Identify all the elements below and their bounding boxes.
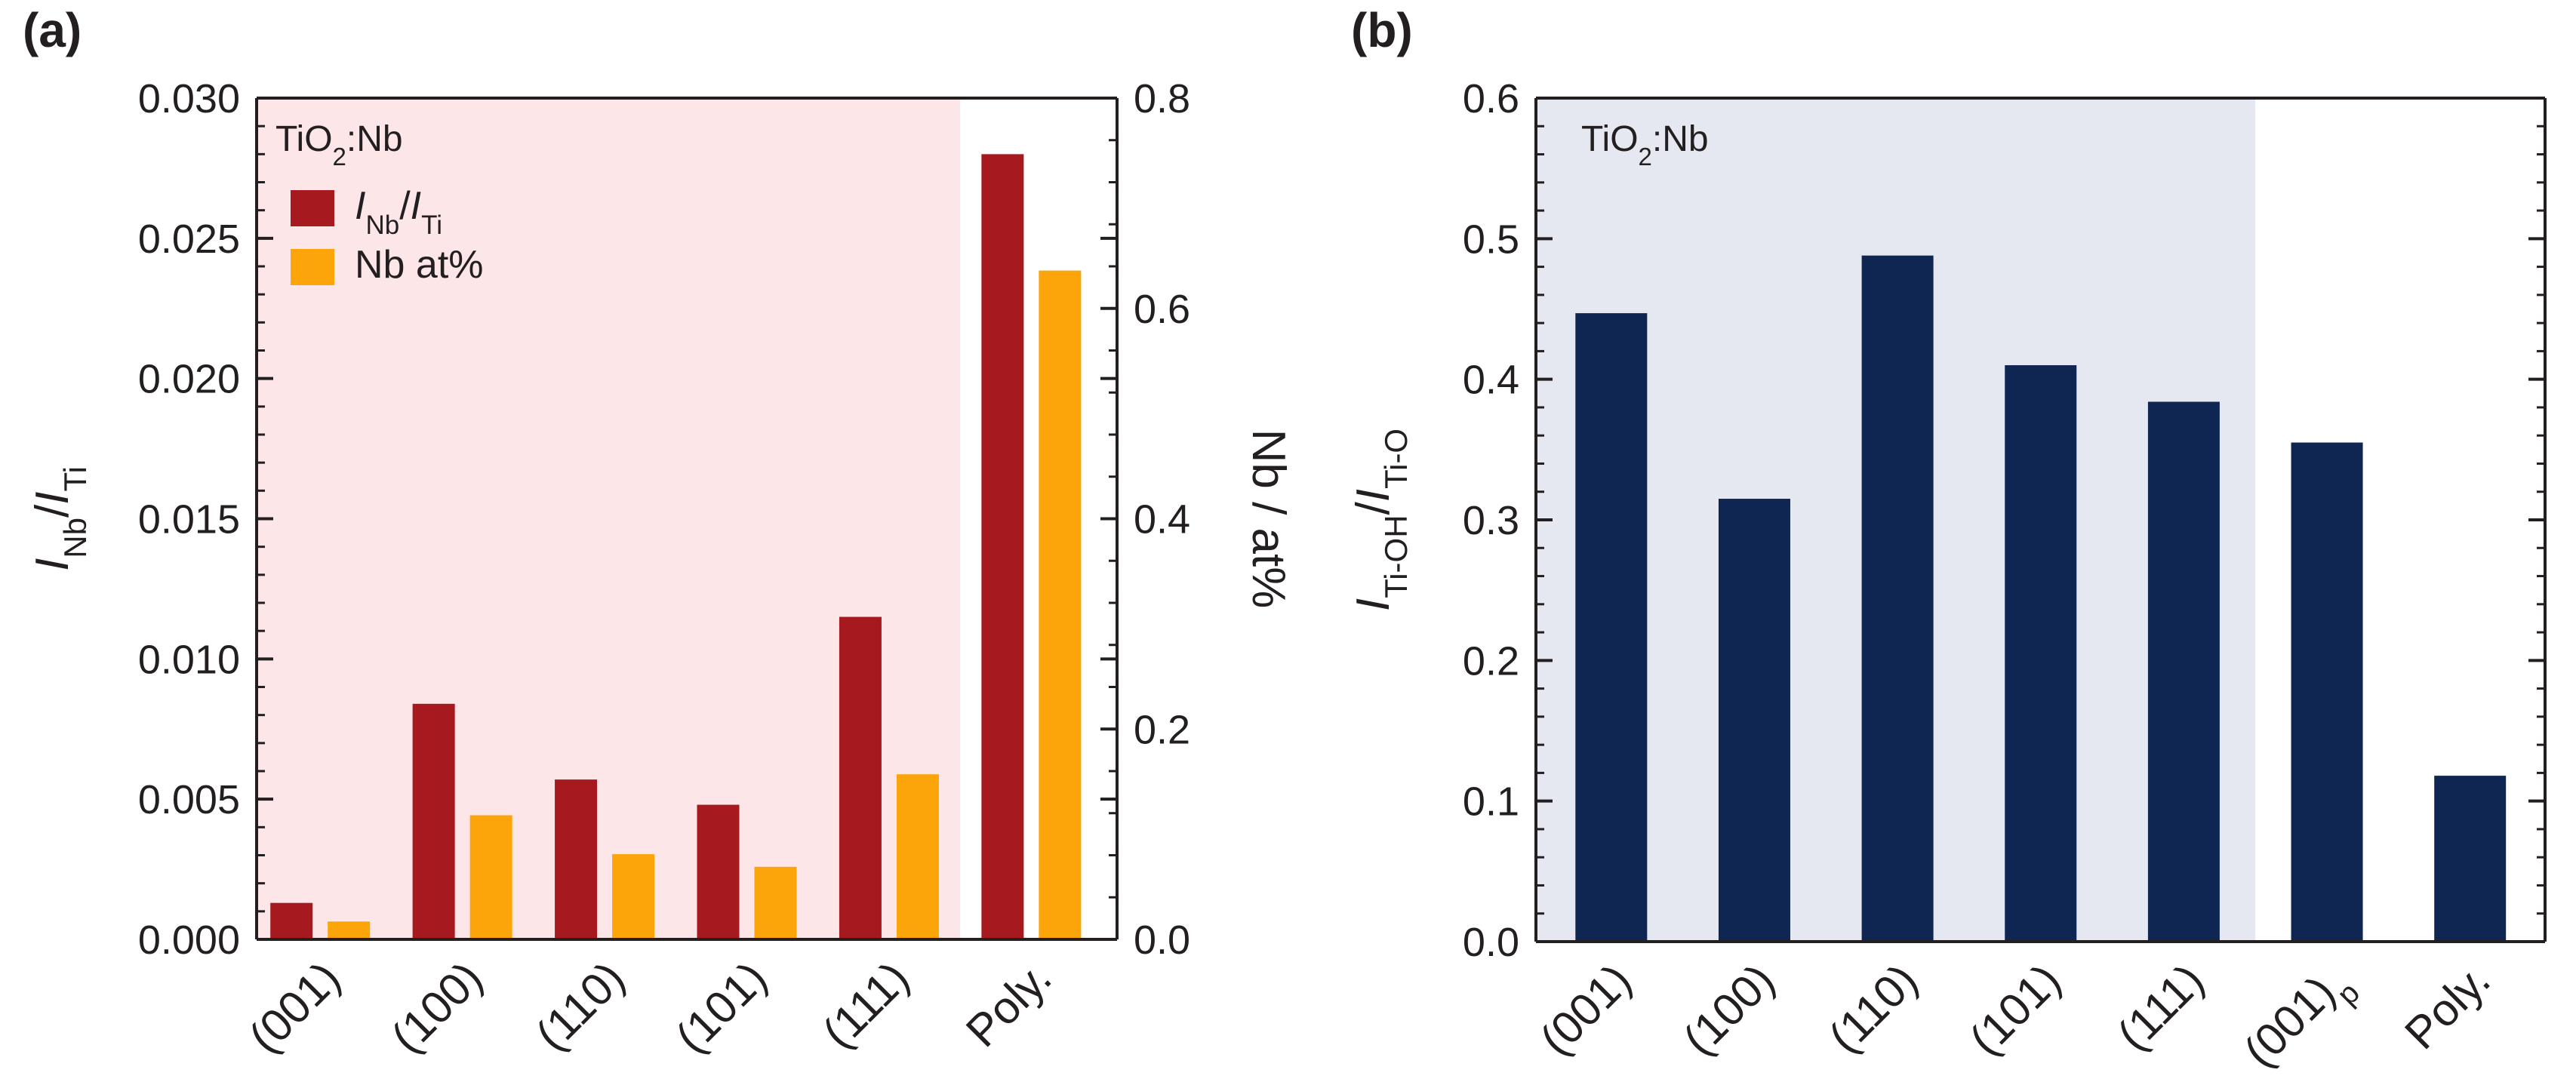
bar-inb-iti: [839, 616, 882, 939]
x-tick-label: (100): [1673, 954, 1784, 1065]
bar: [2291, 442, 2363, 942]
bar-nb-at: [612, 854, 655, 939]
y-axis-title: ITi-OH/ITi-O: [1347, 429, 1414, 611]
x-tick-label: (111): [813, 952, 919, 1058]
y-axis-title: INb/ITi: [26, 466, 93, 571]
bar-nb-at: [328, 921, 371, 939]
x-tick-label: (111): [2107, 954, 2213, 1060]
legend-swatch: [291, 190, 334, 226]
y-tick-label: 0.005: [138, 777, 240, 822]
x-tick-label: (001): [239, 952, 349, 1062]
y-tick-label: 0.0: [1463, 920, 1519, 965]
x-tick-label: Poly.: [956, 952, 1061, 1057]
legend-label: INb/ITi: [355, 184, 442, 240]
y-tick-label: 0.1: [1463, 779, 1519, 825]
sample-annotation: TiO2:Nb: [1581, 119, 1709, 171]
y-tick-label: 0.000: [138, 917, 240, 963]
bar-nb-at: [754, 866, 797, 939]
y-tick-label: 0.2: [1463, 638, 1519, 684]
panel-a: 0.000 0.005 0.010 0.015 0.020 0.025 0.030 0.0 0.…: [23, 3, 1294, 1062]
bar-inb-iti: [270, 902, 313, 939]
x-tick-label: Poly.: [2395, 954, 2500, 1059]
bar-inb-iti: [412, 703, 455, 939]
bar: [2434, 776, 2507, 942]
y2-tick-label: 0.0: [1134, 917, 1190, 963]
y-tick-label: 0.020: [138, 357, 240, 402]
y-tick-label: 0.025: [138, 217, 240, 262]
y-tick-label: 0.5: [1463, 217, 1519, 262]
y-tick-label: 0.015: [138, 497, 240, 542]
y-tick-label: 0.010: [138, 637, 240, 682]
y-tick-label: 0.4: [1463, 358, 1519, 403]
x-tick-label: (100): [381, 952, 491, 1062]
sample-annotation: TiO2:Nb: [275, 119, 403, 171]
bar-nb-at: [896, 774, 939, 939]
bar: [1575, 313, 1648, 942]
panel-b: 0.0 0.1 0.2 0.3 0.4 0.5 0.6 (001) (100) (110) (101…: [1347, 3, 2547, 1086]
bar: [1718, 499, 1790, 942]
y2-tick-label: 0.2: [1134, 707, 1190, 752]
legend-swatch: [291, 249, 334, 285]
y2-tick-label: 0.8: [1134, 76, 1190, 121]
x-tick-label: (001): [1531, 954, 1641, 1065]
panel-label: (a): [23, 3, 82, 57]
x-tick-label: (101): [1960, 954, 2070, 1065]
y-tick-label: 0.030: [138, 76, 240, 121]
legend-label: Nb at%: [355, 243, 484, 287]
bar: [1861, 255, 1934, 942]
bar: [2005, 365, 2077, 942]
x-tick-label: (101): [666, 952, 776, 1062]
bar: [2147, 401, 2220, 942]
bar-inb-iti: [555, 779, 598, 939]
x-tick-label: (110): [526, 952, 634, 1060]
bar-nb-at: [1039, 270, 1082, 939]
y-tick-label: 0.3: [1463, 498, 1519, 543]
x-tick-label: (001)p: [2234, 954, 2366, 1086]
panel-label: (b): [1351, 3, 1413, 57]
bar-inb-iti: [981, 154, 1024, 939]
x-tick-label: (110): [1819, 954, 1927, 1062]
y2-axis-title: Nb / at%: [1242, 429, 1294, 609]
bar-nb-at: [469, 815, 512, 939]
y2-tick-label: 0.6: [1134, 287, 1190, 332]
y-tick-label: 0.6: [1463, 76, 1519, 121]
bar-inb-iti: [697, 804, 740, 939]
y2-tick-label: 0.4: [1134, 497, 1190, 542]
